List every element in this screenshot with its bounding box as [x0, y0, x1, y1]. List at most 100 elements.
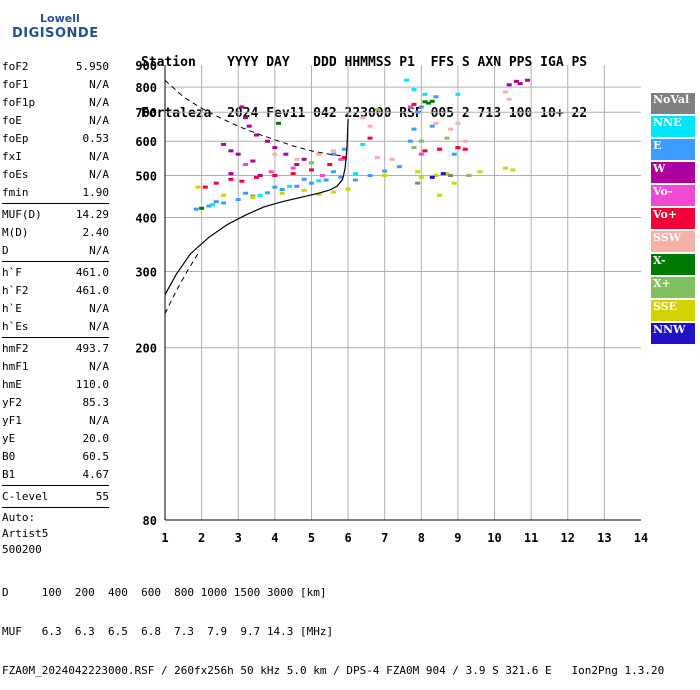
legend-item-vo: Vo+ — [651, 208, 695, 229]
data-point-sse — [221, 193, 227, 197]
data-point-sse — [301, 188, 307, 192]
data-point-e — [235, 198, 241, 202]
data-point-nne — [352, 172, 358, 176]
data-point-vo — [327, 163, 333, 167]
param-label: fmin — [2, 186, 29, 199]
footer: D 100 200 400 600 800 1000 1500 3000 [km… — [2, 560, 664, 690]
y-tick-label: 300 — [135, 266, 157, 280]
data-point-e — [294, 184, 300, 188]
param-label: C-level — [2, 490, 49, 503]
data-point-sse — [418, 175, 424, 179]
data-point-nne — [286, 184, 292, 188]
param-label: yF2 — [2, 396, 22, 409]
electron-density-profile-line — [164, 119, 349, 296]
data-point-sse — [444, 172, 450, 176]
param-separator — [2, 203, 109, 204]
y-tick-label: 400 — [135, 211, 157, 225]
data-point-nne — [341, 157, 347, 161]
data-point-w — [506, 83, 512, 87]
param-row: B1 4.67 — [2, 466, 109, 484]
data-point-vo — [437, 147, 443, 151]
param-label: B0 — [2, 450, 16, 463]
data-point-ssw — [503, 90, 509, 94]
x-tick-label: 2 — [198, 531, 205, 545]
data-point-x — [426, 101, 432, 105]
footer-muf-row: MUF 6.3 6.3 6.5 6.8 7.3 7.9 9.7 14.3 [MH… — [2, 625, 334, 638]
data-point-vo — [272, 173, 278, 177]
data-point-w — [524, 78, 530, 82]
param-label: foEs — [2, 168, 29, 181]
footer-distance-row: D 100 200 400 600 800 1000 1500 3000 [km… — [2, 586, 327, 599]
data-point-ssw — [462, 139, 468, 143]
data-point-ssw — [433, 121, 439, 125]
data-point-x — [411, 146, 417, 150]
data-point-e — [396, 165, 402, 169]
legend-item-x: X- — [651, 254, 695, 275]
param-value: 110.0 — [75, 378, 109, 391]
x-tick-label: 14 — [634, 531, 648, 545]
data-point-e — [352, 178, 358, 182]
data-point-ssw — [367, 124, 373, 128]
param-separator — [2, 337, 109, 338]
param-row: h`Es N/A — [2, 318, 109, 336]
param-value: N/A — [89, 114, 109, 127]
param-value: N/A — [89, 320, 109, 333]
param-value: 55 — [95, 490, 109, 503]
data-point-ssw — [294, 157, 300, 161]
param-label: foEp — [2, 132, 29, 145]
data-point-nne — [257, 193, 263, 197]
data-point-x — [466, 173, 472, 177]
header-labels: Station YYYY DAY DDD HHMMSS P1 FFS S AXN… — [141, 55, 588, 70]
x-tick-label: 7 — [381, 531, 388, 545]
data-point-e — [206, 204, 212, 208]
data-point-e — [213, 200, 219, 204]
data-point-sse — [195, 185, 201, 189]
data-point-e — [323, 178, 329, 182]
param-row: h`F2 461.0 — [2, 282, 109, 300]
data-point-nne — [316, 179, 322, 183]
param-label: h`F — [2, 266, 22, 279]
data-point-sse — [477, 170, 483, 174]
param-row: M(D) 2.40 — [2, 224, 109, 242]
data-point-w — [514, 79, 520, 83]
param-value: 1.90 — [82, 186, 110, 199]
data-point-x — [418, 139, 424, 143]
data-point-nnw — [429, 175, 435, 179]
data-point-e — [451, 152, 457, 156]
data-point-sse — [279, 191, 285, 195]
param-row: yF2 85.3 — [2, 394, 109, 412]
data-point-e — [279, 188, 285, 192]
data-point-x — [199, 206, 205, 210]
data-point-w — [228, 149, 234, 153]
param-label: yE — [2, 432, 16, 445]
dashed-trace-line — [164, 79, 343, 157]
param-label: hmF1 — [2, 360, 29, 373]
data-point-vo — [243, 163, 249, 167]
data-point-noval — [415, 181, 421, 185]
param-value: 20.0 — [82, 432, 110, 445]
data-point-nne — [455, 92, 461, 96]
x-tick-label: 10 — [487, 531, 501, 545]
param-row: B0 60.5 — [2, 448, 109, 466]
data-point-vo — [290, 172, 296, 176]
data-point-w — [265, 139, 271, 143]
data-point-vo — [418, 152, 424, 156]
param-value: 60.5 — [82, 450, 110, 463]
data-point-w — [246, 124, 252, 128]
legend-item-vo: Vo- — [651, 185, 695, 206]
autoscale-info: Artist5 — [2, 527, 49, 540]
y-tick-label: 900 — [135, 59, 157, 73]
data-point-x — [422, 100, 428, 104]
param-row: hmE 110.0 — [2, 376, 109, 394]
data-point-vo — [455, 146, 461, 150]
data-point-e — [418, 105, 424, 109]
legend-item-e: E — [651, 139, 695, 160]
param-value: N/A — [89, 244, 109, 257]
param-row: D N/A — [2, 242, 109, 260]
data-point-ssw — [360, 116, 366, 120]
data-point-ssw — [316, 152, 322, 156]
data-point-e — [411, 127, 417, 131]
param-row: foF1p N/A — [2, 94, 109, 112]
param-row: yF1 N/A — [2, 412, 109, 430]
x-tick-label: 11 — [524, 531, 538, 545]
